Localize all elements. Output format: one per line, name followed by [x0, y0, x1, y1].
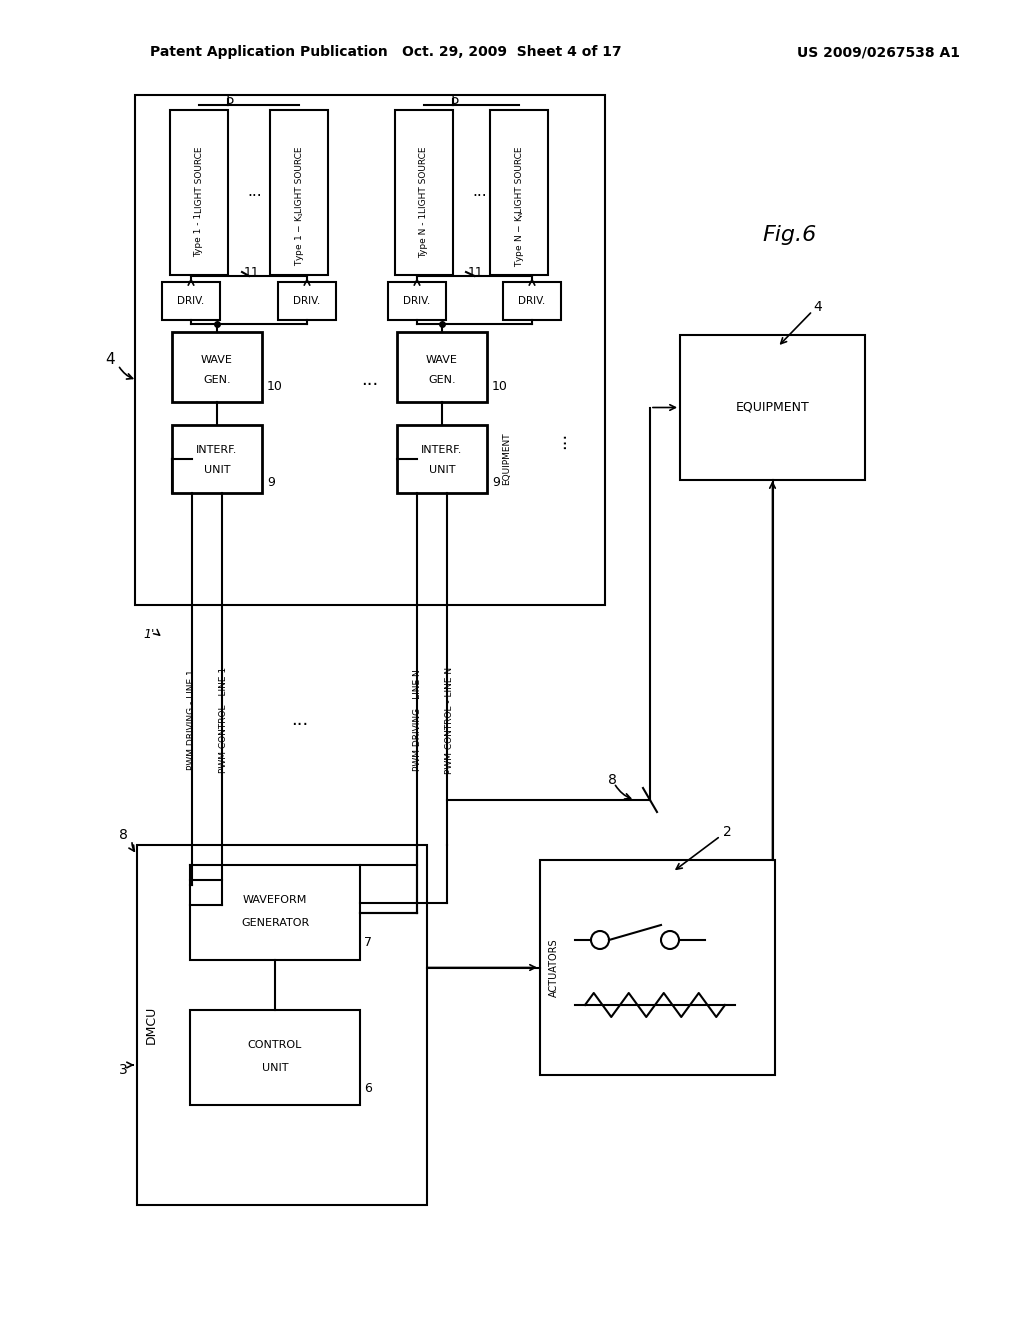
Text: 1': 1'	[143, 628, 155, 642]
Text: DRIV.: DRIV.	[177, 296, 205, 306]
Circle shape	[591, 931, 609, 949]
Bar	[278, 282, 336, 319]
Text: WAVEFORM: WAVEFORM	[243, 895, 307, 906]
Text: 10: 10	[492, 380, 508, 393]
Text: 9: 9	[267, 477, 274, 490]
Bar	[388, 282, 446, 319]
Bar	[135, 95, 605, 605]
Circle shape	[662, 931, 679, 949]
Bar	[540, 861, 775, 1074]
Text: PWM DRIVING - LINE 1: PWM DRIVING - LINE 1	[187, 669, 197, 771]
Text: Type 1 $-$ K$_1$: Type 1 $-$ K$_1$	[293, 210, 305, 265]
Bar	[172, 425, 262, 492]
Text: 8: 8	[119, 828, 128, 842]
Text: ACTUATORS: ACTUATORS	[549, 939, 559, 997]
Text: LIGHT SOURCE: LIGHT SOURCE	[420, 147, 428, 214]
Text: 2: 2	[723, 825, 732, 840]
Bar	[190, 1010, 360, 1105]
Text: 6: 6	[364, 1081, 372, 1094]
Text: 10: 10	[267, 380, 283, 393]
Text: Type N $-$ K$_N$: Type N $-$ K$_N$	[512, 209, 525, 267]
Bar	[680, 335, 865, 480]
Text: ...: ...	[473, 185, 487, 199]
Text: INTERF.: INTERF.	[421, 445, 463, 455]
Text: EQUIPMENT: EQUIPMENT	[735, 401, 809, 414]
Text: Type 1 - 1: Type 1 - 1	[195, 213, 204, 257]
Text: ...: ...	[292, 711, 308, 729]
Text: Type N - 1: Type N - 1	[420, 213, 428, 257]
Text: DRIV.: DRIV.	[518, 296, 546, 306]
Text: PWM CONTROL - LINE 1: PWM CONTROL - LINE 1	[219, 667, 228, 774]
Text: DRIV.: DRIV.	[403, 296, 431, 306]
Text: 3: 3	[119, 1063, 128, 1077]
Bar	[137, 845, 427, 1205]
Bar	[395, 110, 453, 275]
Bar	[162, 282, 220, 319]
Text: ...: ...	[248, 185, 262, 199]
Text: UNIT: UNIT	[262, 1063, 288, 1073]
Text: GEN.: GEN.	[428, 375, 456, 385]
Bar	[503, 282, 561, 319]
Text: 5: 5	[225, 92, 234, 107]
Bar	[270, 110, 328, 275]
Text: CONTROL: CONTROL	[248, 1040, 302, 1049]
Text: PWM CONTROL - LINE N: PWM CONTROL - LINE N	[444, 667, 454, 774]
Text: US 2009/0267538 A1: US 2009/0267538 A1	[797, 45, 961, 59]
Text: LIGHT SOURCE: LIGHT SOURCE	[195, 147, 204, 214]
Text: 5: 5	[451, 92, 460, 107]
Text: DMCU: DMCU	[144, 1006, 158, 1044]
Bar	[170, 110, 228, 275]
Text: Fig.6: Fig.6	[763, 224, 817, 246]
Text: 7: 7	[364, 936, 372, 949]
Text: LIGHT SOURCE: LIGHT SOURCE	[514, 147, 523, 214]
Text: ...: ...	[551, 432, 569, 449]
Text: EQUIPMENT: EQUIPMENT	[503, 433, 512, 486]
Text: WAVE: WAVE	[426, 355, 458, 366]
Bar	[190, 865, 360, 960]
Bar	[397, 333, 487, 403]
Text: 11: 11	[468, 265, 483, 279]
Text: WAVE: WAVE	[201, 355, 232, 366]
Text: 9: 9	[492, 477, 500, 490]
Text: 11: 11	[244, 265, 260, 279]
Text: UNIT: UNIT	[204, 465, 230, 475]
Text: 4: 4	[105, 352, 115, 367]
Text: 4: 4	[813, 300, 822, 314]
Text: 8: 8	[608, 774, 616, 787]
Text: GENERATOR: GENERATOR	[241, 917, 309, 928]
Text: ...: ...	[361, 371, 379, 389]
Text: GEN.: GEN.	[203, 375, 230, 385]
Bar	[172, 333, 262, 403]
Text: Oct. 29, 2009  Sheet 4 of 17: Oct. 29, 2009 Sheet 4 of 17	[402, 45, 622, 59]
Text: Patent Application Publication: Patent Application Publication	[150, 45, 388, 59]
Text: LIGHT SOURCE: LIGHT SOURCE	[295, 147, 303, 214]
Text: UNIT: UNIT	[429, 465, 456, 475]
Text: INTERF.: INTERF.	[197, 445, 238, 455]
Bar	[490, 110, 548, 275]
Text: PWM DRIVING - LINE N: PWM DRIVING - LINE N	[413, 669, 422, 771]
Text: DRIV.: DRIV.	[293, 296, 321, 306]
Bar	[397, 425, 487, 492]
